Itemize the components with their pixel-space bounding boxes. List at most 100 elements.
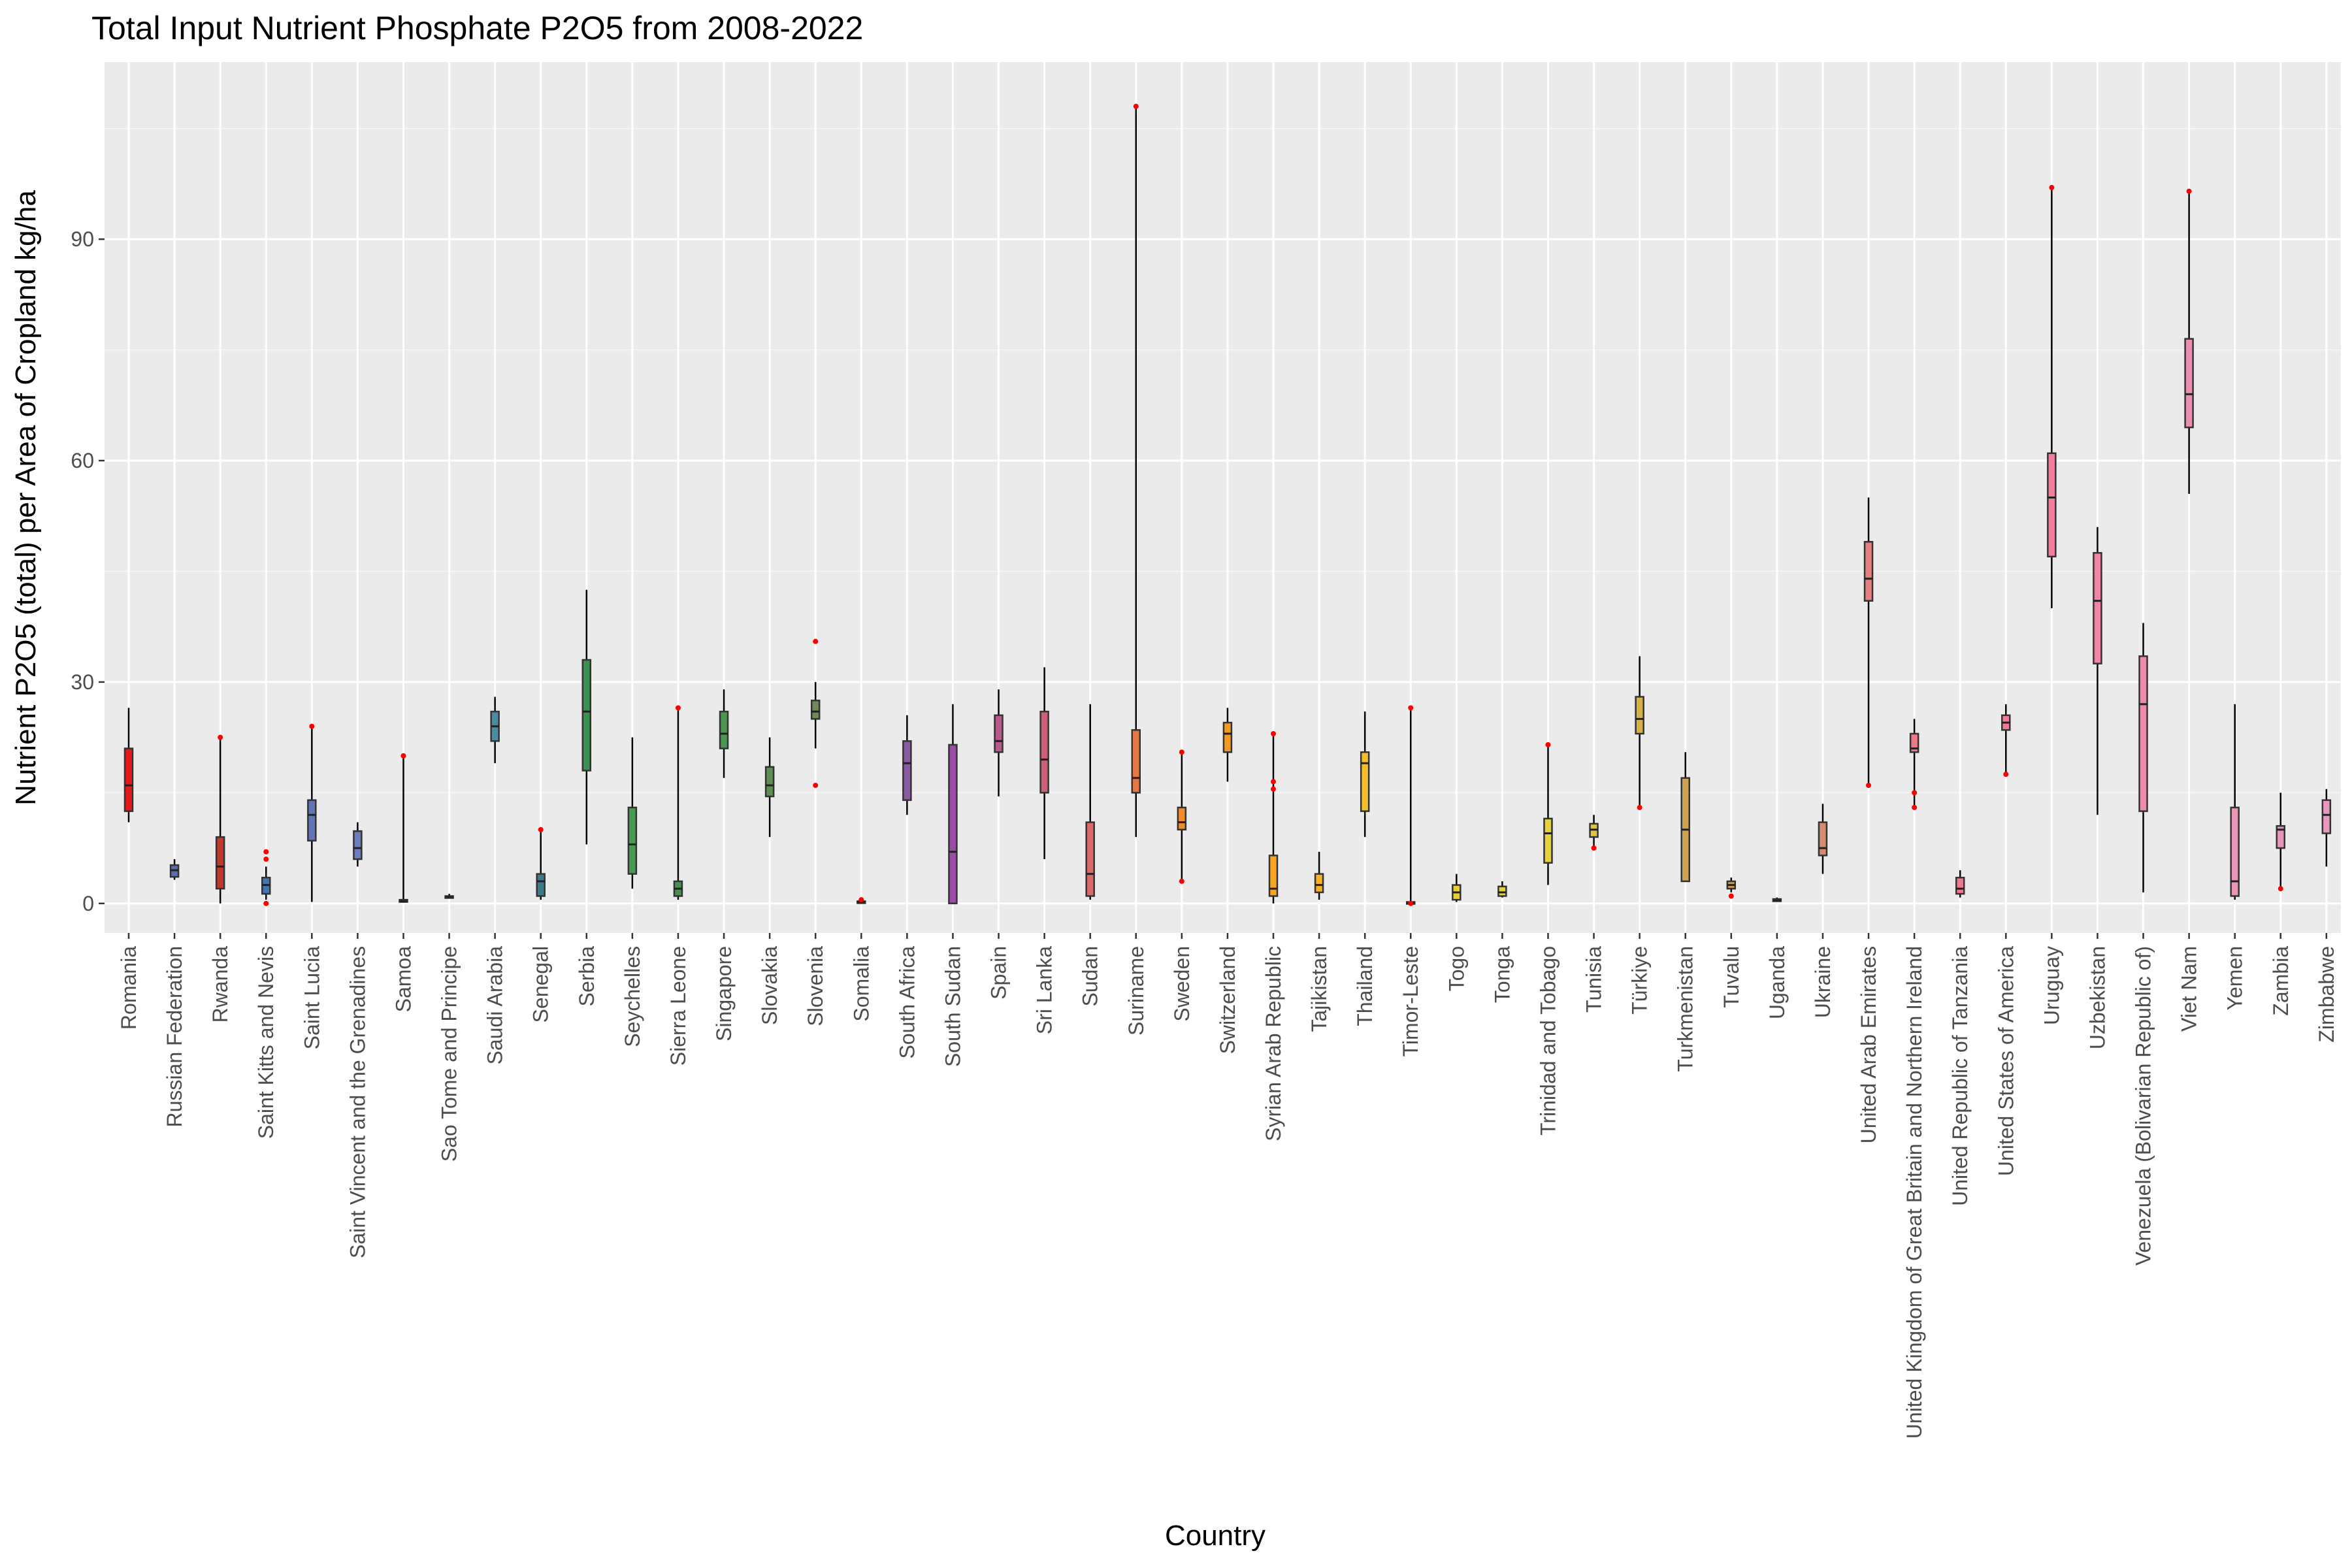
x-tick-label: United States of America	[1994, 946, 2017, 1176]
boxplots	[123, 103, 2332, 906]
x-tick-label: Singapore	[712, 946, 736, 1041]
x-tick-label: Zimbabwe	[2315, 946, 2338, 1043]
boxplot	[169, 859, 180, 880]
x-tick-label: Russian Federation	[163, 946, 186, 1127]
boxplot	[1085, 704, 1095, 900]
box	[123, 747, 134, 812]
x-tick-label: Viet Nam	[2178, 946, 2201, 1032]
x-tick-label: Saint Kitts and Nevis	[254, 946, 278, 1139]
box	[1177, 806, 1187, 831]
outlier-point	[675, 705, 681, 711]
outlier-point	[1408, 705, 1414, 711]
outlier-point	[218, 734, 223, 740]
x-tick-label: Senegal	[529, 946, 553, 1022]
x-tick-label: Syrian Arab Republic	[1262, 946, 1285, 1141]
outlier-point	[1637, 804, 1642, 810]
boxplot	[1222, 708, 1233, 782]
x-tick-label: Trinidad and Tobago	[1536, 946, 1560, 1135]
boxplot	[1268, 730, 1279, 904]
outlier-point	[1912, 804, 1918, 810]
x-tick-label: Serbia	[575, 946, 598, 1007]
boxplot	[1543, 742, 1553, 885]
x-tick-label: United Arab Emirates	[1857, 946, 1880, 1143]
outlier-point	[1545, 742, 1551, 747]
plot-panel	[105, 62, 2341, 933]
outlier-point	[2049, 185, 2055, 191]
boxplot	[1955, 870, 1965, 898]
box	[2047, 452, 2057, 558]
x-tick-label: Somalia	[849, 946, 873, 1022]
outlier-point	[813, 638, 819, 644]
y-tick-label: 90	[71, 227, 94, 251]
boxplot	[1452, 874, 1462, 902]
x-tick-label: United Kingdom of Great Britain and Nort…	[1903, 946, 1926, 1439]
box	[2093, 551, 2102, 664]
y-tick-label: 60	[71, 449, 94, 472]
boxplot	[994, 689, 1004, 797]
box	[948, 743, 958, 905]
x-tick-label: Uruguay	[2040, 946, 2063, 1025]
boxplot	[1405, 705, 1416, 906]
boxplot	[261, 849, 271, 906]
x-tick-label: South Africa	[895, 946, 919, 1059]
x-tick-label: Rwanda	[208, 946, 232, 1023]
boxplot	[1497, 881, 1507, 898]
box	[581, 659, 592, 772]
x-tick-label: Sweden	[1170, 946, 1194, 1022]
x-tick-label: Slovenia	[804, 946, 827, 1026]
boxplot	[2184, 188, 2194, 494]
outlier-point	[1179, 878, 1184, 884]
box	[1497, 885, 1507, 897]
boxplot	[764, 737, 775, 838]
x-tick-label: Thailand	[1353, 946, 1377, 1026]
box	[307, 799, 317, 842]
x-tick-label: Samoa	[391, 946, 415, 1013]
boxplot	[810, 638, 821, 789]
outlier-point	[1179, 749, 1184, 755]
x-tick-label: Sudan	[1079, 946, 1102, 1007]
x-tick-label: Uzbekistan	[2085, 946, 2109, 1049]
y-tick-label: 30	[71, 670, 94, 694]
boxplot	[1589, 815, 1599, 851]
outlier-point	[400, 753, 406, 759]
x-tick-label: Sri Lanka	[1033, 946, 1056, 1034]
x-tick-label: South Sudan	[941, 946, 964, 1067]
boxplot	[719, 689, 729, 778]
boxplot	[536, 826, 546, 900]
boxplot	[1680, 752, 1690, 883]
outlier-point	[263, 900, 269, 906]
boxplot	[2321, 789, 2332, 867]
outlier-point	[2186, 188, 2192, 194]
boxplot	[2093, 527, 2102, 815]
outlier-point	[2003, 772, 2009, 777]
boxplot	[123, 708, 134, 823]
x-tick-label: Ukraine	[1811, 946, 1835, 1018]
chart-title: Total Input Nutrient Phosphate P2O5 from…	[91, 10, 863, 46]
box	[1314, 873, 1324, 894]
x-tick-label: Tajikistan	[1307, 946, 1331, 1032]
boxplot	[857, 897, 866, 904]
x-tick-label: Uganda	[1765, 946, 1789, 1019]
x-tick-label: Turkmenistan	[1674, 946, 1697, 1072]
boxplot	[627, 737, 638, 889]
outlier-point	[813, 783, 819, 789]
x-tick-label: Spain	[987, 946, 1011, 1000]
outlier-point	[1912, 790, 1918, 796]
boxplot	[1039, 667, 1049, 860]
outlier-point	[858, 897, 864, 903]
boxplot	[2230, 704, 2240, 900]
outlier-point	[1728, 893, 1734, 899]
x-tick-label: Switzerland	[1216, 946, 1239, 1054]
boxplot	[2047, 185, 2057, 608]
x-tick-label: Romania	[117, 946, 140, 1030]
box	[2230, 806, 2240, 897]
box	[627, 806, 638, 875]
x-tick-label: Tunisia	[1582, 946, 1606, 1013]
x-tick-label: Tuvalu	[1720, 946, 1743, 1008]
box	[764, 766, 775, 798]
x-tick-label: Saudi Arabia	[483, 946, 507, 1065]
boxplot	[581, 589, 592, 845]
box	[810, 699, 821, 720]
boxplot	[1909, 719, 1919, 810]
